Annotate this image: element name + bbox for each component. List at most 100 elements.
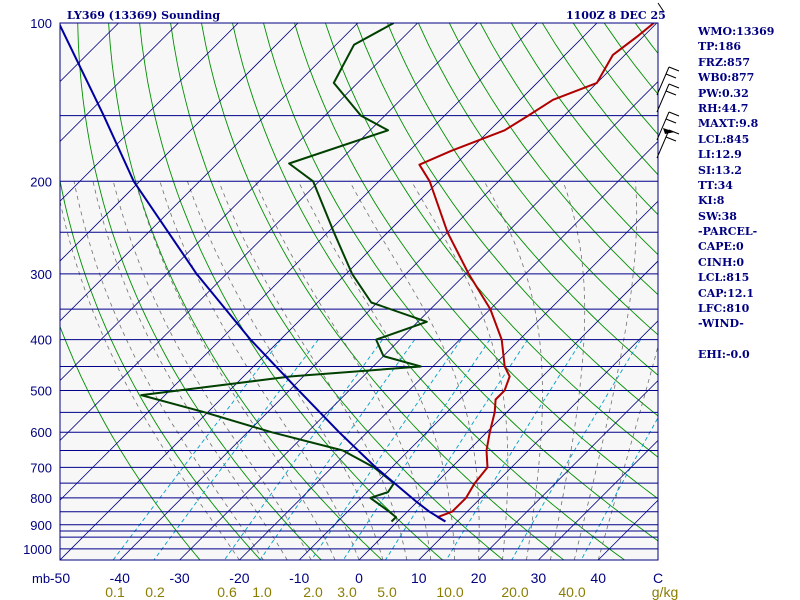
isotherm [60,23,179,142]
mixing-ratio-line [259,339,416,560]
temperature-tick-label: 20 [471,570,487,586]
index-line: LCL:815 [698,271,750,285]
moist-adiabat [349,181,480,560]
mixing-ratio-line [153,339,319,560]
isotherm [239,140,658,560]
dry-adiabat [60,178,261,560]
isotherm [298,200,658,560]
mixing-ratio-line [445,339,583,560]
isotherm [0,23,59,560]
pressure-tick-label: 800 [30,491,52,506]
moist-adiabat [112,181,312,560]
dry-adiabat [386,23,658,376]
wind-barb-icon [656,83,680,113]
plot-frame [59,22,659,561]
pressure-tick-label: 900 [30,518,52,533]
mixing-ratio-tick-label: 40.0 [558,584,585,600]
moist-adiabat [60,199,240,560]
pressure-tick-label: 200 [30,174,52,189]
index-line: SI:13.2 [698,163,742,177]
index-line: -WIND- [698,317,744,331]
mixing-ratio-tick-label: 5.0 [377,584,397,600]
chart-title: LY369 (13369) Sounding [67,9,221,22]
mixing-ratio-tick-label: 20.0 [501,584,528,600]
index-line: CAPE:0 [698,240,744,254]
temperature-tick-label: -10 [289,570,309,586]
index-line: LI:12.9 [698,148,742,162]
index-line: TP:186 [698,40,742,54]
pressure-tick-label: 500 [30,384,52,399]
temperature-tick-label: -20 [229,570,249,586]
temperature-tick-label: 10 [411,570,427,586]
index-line [698,332,774,347]
dry-adiabat [232,23,625,560]
chart-datetime: 1100Z 8 DEC 25 [566,9,666,22]
mixing-ratio-tick-label: 0.2 [145,584,165,600]
isotherm [60,23,299,262]
mixing-ratio-line [112,339,282,560]
moist-adiabat [187,181,384,560]
moist-adiabat [483,181,543,560]
isotherm [418,320,658,560]
moist-adiabat [159,181,360,560]
isotherm [478,380,658,560]
mixing-ratio-line [580,416,658,560]
pressure-tick-label: 600 [30,425,52,440]
dry-adiabat [417,23,658,336]
moist-adiabat [255,181,432,560]
mixing-ratio-line [311,339,462,560]
index-line: FRZ:857 [698,55,751,69]
dry-adiabat [263,23,658,542]
wind-barb-icon [656,66,680,96]
index-line: CAP:12.1 [698,286,755,300]
series-line-parcel [60,23,446,523]
moist-adiabat [411,181,509,560]
series-line-temperature [418,23,655,523]
dry-adiabat [77,23,322,560]
dry-adiabat [170,23,504,560]
series-line-dewpoint [140,23,428,523]
moist-adiabat [573,181,638,560]
moist-adiabat [73,181,264,560]
pressure-tick-label: 1000 [23,542,52,557]
isotherm [119,23,658,560]
mixing-ratio-line [224,339,383,560]
index-line: MAXT:9.8 [698,117,759,131]
moist-adiabat [550,181,586,560]
index-line: KI:8 [698,194,725,208]
moist-adiabat [92,181,288,560]
mixing-ratio-tick-label: g/kg [652,584,678,600]
moist-adiabat [298,181,456,560]
temperature-tick-label: C [653,570,663,586]
index-line: -PARCEL- [698,225,758,239]
dry-adiabat [60,325,201,560]
mixing-ratio-line [342,339,491,560]
mixing-ratio-tick-label: 0.6 [217,584,237,600]
mixing-ratio-tick-label: 0.1 [105,584,125,600]
indices-panel: WMO:13369 TP:186 FRZ:857 WB0:877 PW:0.32 RH:4… [698,24,774,363]
dry-adiabat [139,23,443,560]
index-line: LFC:810 [698,302,750,316]
temperature-tick-label: 30 [531,570,547,586]
pressure-tick-label: 400 [30,333,52,348]
pressure-tick-label: 700 [30,460,52,475]
index-line: TT:34 [698,178,733,192]
wind-barb-icon [656,111,680,141]
mixing-ratio-tick-label: 3.0 [337,584,357,600]
dry-adiabat [479,23,658,256]
mixing-ratio-tick-label: 2.0 [303,584,323,600]
index-line: LCL:845 [698,132,750,146]
moist-adiabat [597,344,658,560]
pressure-tick-label: 100 [30,16,52,31]
isotherm [60,23,538,501]
isotherm [60,23,598,560]
mixing-ratio-tick-label: 10.0 [436,584,463,600]
temperature-tick-label: -40 [110,570,130,586]
top-barb-icon [657,2,665,13]
isotherm [358,260,658,560]
temperature-tick-label: -30 [169,570,189,586]
index-line: CINH:0 [698,255,745,269]
isotherm [60,23,418,382]
dry-adiabat [294,23,658,500]
